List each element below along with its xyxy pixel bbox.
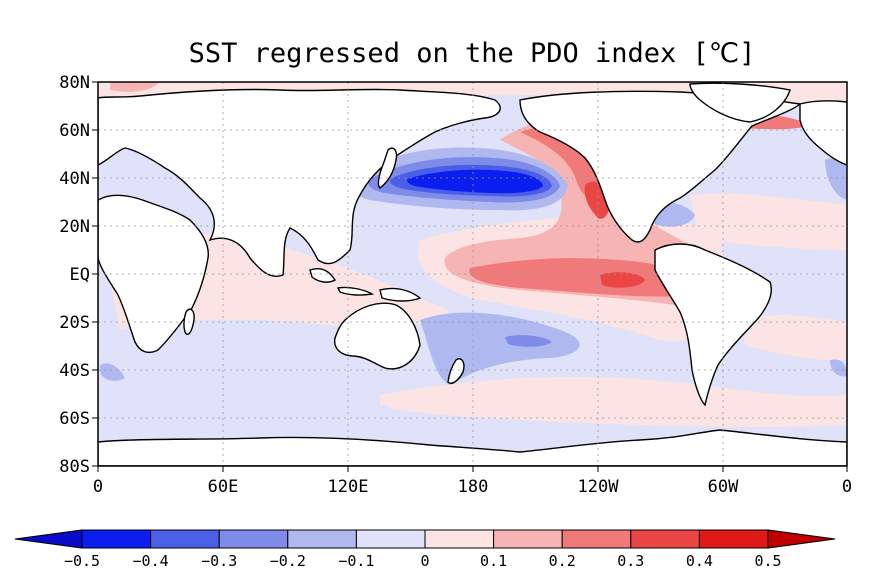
colorbar-swatch: [81, 529, 152, 549]
lon-label: 120W: [578, 477, 620, 497]
latitude-axis: 80N 60N 40N 20N EQ 20S 40S 60S 80S: [59, 73, 98, 477]
lat-label: 20N: [59, 217, 90, 237]
land-new-guinea: [379, 287, 422, 302]
land-eurasia-africa: [98, 88, 501, 277]
colorbar-swatch: [698, 529, 769, 549]
colorbar-tick-label: −0.1: [338, 552, 374, 570]
lat-label: 40N: [59, 169, 90, 189]
lon-label: 0: [93, 477, 103, 497]
longitude-axis: 0 60E 120E 180 120W 60W 0: [93, 466, 852, 497]
map-area: [98, 82, 847, 466]
anomaly-southern-warm-belt: [380, 376, 847, 428]
colorbar-tick-label: −0.2: [270, 552, 306, 570]
colorbar-swatch: [561, 529, 632, 549]
anomaly-south-atlantic-warm: [740, 315, 847, 361]
anomaly-south-indian-cold: [100, 363, 125, 381]
colorbar-tick-label: −0.3: [201, 552, 237, 570]
colorbar: −0.5 −0.4 −0.3 −0.2 −0.1 0 0.1 0.2 0.3 0.4 0.5: [14, 529, 836, 570]
colorbar-swatch: [424, 529, 495, 549]
land-greenland: [689, 82, 791, 123]
colorbar-swatch: [630, 529, 700, 549]
land-antarctica: [98, 429, 847, 466]
map-title: SST regressed on the PDO index [℃]: [189, 38, 756, 69]
land-south-america: [654, 243, 772, 407]
land-indonesia: [309, 268, 375, 296]
lat-label: EQ: [70, 265, 90, 285]
anomaly-north-atlantic-warm: [690, 193, 847, 250]
anomaly-east-south-atlantic-cold: [830, 359, 847, 377]
anomaly-equatorial-pacific-warm: [469, 258, 693, 297]
lon-label: 120E: [328, 477, 369, 497]
colorbar-tick-label: 0.2: [549, 552, 576, 570]
lon-label: 0: [842, 477, 852, 497]
lat-label: 40S: [59, 361, 90, 381]
lat-label: 60S: [59, 409, 90, 429]
colorbar-swatch: [287, 529, 357, 549]
colorbar-tick-label: −0.5: [64, 552, 100, 570]
anomaly-kuroshio-cold-core: [407, 169, 543, 194]
graticule: [98, 82, 847, 466]
lat-label: 60N: [59, 121, 90, 141]
anomaly-south-pacific-cold-core: [505, 335, 552, 347]
land-japan: [377, 147, 398, 189]
colorbar-over-arrow: [767, 529, 836, 549]
colorbar-tick-label: 0.3: [617, 552, 644, 570]
anomaly-eastern-pacific-warm-core: [600, 272, 645, 288]
colorbar-tick-label: 0.4: [686, 552, 713, 570]
colorbar-swatch: [355, 529, 426, 549]
lon-label: 60E: [208, 477, 239, 497]
colorbar-swatch: [218, 529, 289, 549]
anomaly-arctic-warm-patch: [110, 82, 160, 92]
sst-anomaly-field: [98, 82, 847, 428]
colorbar-swatch: [493, 529, 563, 549]
colorbar-tick-label: 0: [420, 552, 429, 570]
land-new-zealand: [447, 358, 465, 384]
lat-label: 80N: [59, 73, 90, 93]
colorbar-under-arrow: [14, 529, 83, 549]
land-australia: [333, 302, 421, 370]
colorbar-swatch: [150, 529, 220, 549]
land-europe-west: [799, 99, 847, 166]
anomaly-east-atlantic-cold: [825, 157, 847, 200]
lat-label: 20S: [59, 313, 90, 333]
lon-label: 180: [458, 477, 489, 497]
lat-label: 80S: [59, 457, 90, 477]
colorbar-tick-label: 0.5: [754, 552, 781, 570]
lon-label: 60W: [708, 477, 739, 497]
colorbar-tick-label: −0.4: [133, 552, 169, 570]
colorbar-tick-label: 0.1: [480, 552, 507, 570]
